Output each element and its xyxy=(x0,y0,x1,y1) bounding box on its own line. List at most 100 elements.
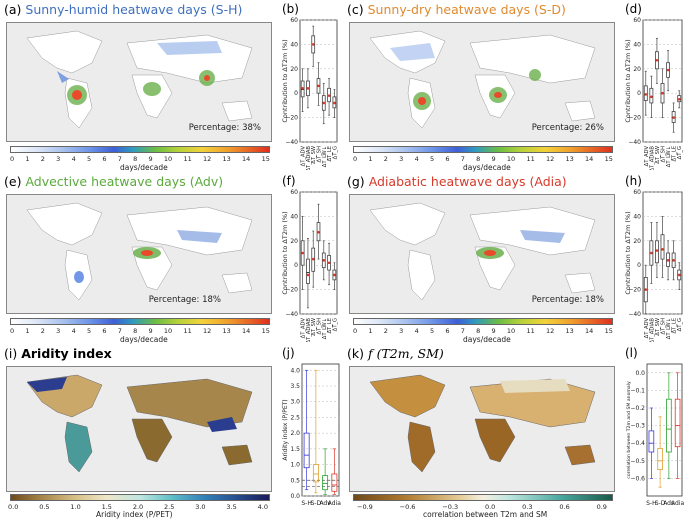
y-tick-label: −0.3 xyxy=(630,423,645,430)
y-tick-label: 60 xyxy=(633,17,641,24)
y-tick-label: 0.5 xyxy=(290,477,300,484)
map-sunny-humid: Percentage: 38% xyxy=(6,22,272,142)
y-tick-label: 40 xyxy=(633,213,641,220)
panel-label: (l) xyxy=(625,346,638,360)
panel-e-title: (e) Advective heatwave days (Adv) xyxy=(4,174,223,189)
x-tick-label: ΔT_LW↓ xyxy=(322,318,328,339)
colorbar-ticks: 0 1 2 3 4 5 6 7 8 9 10 11 12 13 14 15 xyxy=(10,327,270,335)
map-correlation xyxy=(349,366,615,492)
panel-k-title: (k) f (T2m, SM) xyxy=(347,346,444,361)
mean-marker xyxy=(677,273,681,277)
x-tick-label: ΔT_SW xyxy=(655,146,661,164)
y-tick-label: 0 xyxy=(294,90,298,97)
x-tick-label: ΔT_G xyxy=(677,146,683,159)
panel-label: (j) xyxy=(282,346,295,360)
mean-marker xyxy=(322,259,326,262)
x-tick-label: ΔT_ADV xyxy=(301,146,307,167)
y-tick-label: 40 xyxy=(290,41,298,48)
panel-title-text: f (T2m, SM) xyxy=(367,346,444,361)
y-tick-label: 40 xyxy=(633,41,641,48)
colorbar-label: days/decade xyxy=(120,163,168,172)
box xyxy=(322,475,329,491)
y-axis-label: Aridity index (P/PET) xyxy=(282,399,289,460)
panel-i: (i) Aridity index 0.0 0.5 1.0 1.5 2.0 2.5 3.0 3… xyxy=(0,344,278,519)
box xyxy=(660,234,665,260)
map-adiabatic: Percentage: 18% xyxy=(349,194,615,314)
y-axis-label: Contribution to ΔT2m (%) xyxy=(281,211,289,294)
y-tick-label: −20 xyxy=(285,115,298,122)
x-tick-label: ΔT_SH xyxy=(661,146,667,163)
world-map xyxy=(26,202,253,301)
mean-marker xyxy=(655,249,659,252)
mean-marker xyxy=(327,261,331,265)
panel-g-title: (g) Adiabatic heatwave days (Adia) xyxy=(347,174,567,189)
mean-marker xyxy=(333,273,336,277)
mean-marker xyxy=(672,259,675,262)
panel-c: (c) Sunny-dry heatwave days (S-D) Percen… xyxy=(343,0,621,172)
y-tick-label: 20 xyxy=(290,238,298,245)
y-tick-label: 3.0 xyxy=(290,399,300,406)
y-tick-label: −20 xyxy=(628,287,641,294)
box xyxy=(648,430,655,453)
y-tick-label: 1.0 xyxy=(290,462,300,469)
x-tick-label: Adv xyxy=(319,500,331,507)
panel-label: (b) xyxy=(282,2,299,16)
y-tick-label: −0.6 xyxy=(630,475,645,482)
percentage-text: Percentage: 18% xyxy=(148,295,221,305)
x-tick-label: ΔT_LW↓ xyxy=(322,146,328,167)
x-tick-label: ΔT_ADV xyxy=(644,146,650,167)
mean-marker xyxy=(311,43,315,46)
panel-label: (k) xyxy=(347,346,364,361)
mean-marker xyxy=(301,87,304,90)
world-map xyxy=(26,374,253,473)
y-tick-label: 20 xyxy=(290,66,298,73)
panel-g: (g) Adiabatic heatwave days (Adia) Perce… xyxy=(343,172,621,344)
colorbar-correlation xyxy=(353,494,613,501)
colorbar-ticks: 0 1 2 3 4 5 6 7 8 9 10 11 12 13 14 15 xyxy=(353,327,613,335)
plot-frame xyxy=(646,363,683,497)
y-tick-label: −40 xyxy=(285,139,298,146)
y-tick-label: 20 xyxy=(633,66,641,73)
boxplot-j: 0.0 0.5 1.0 1.5 2.0 2.5 3.0 3.5 4.0 Aridity index… xyxy=(282,363,341,507)
panel-c-title: (c) Sunny-dry heatwave days (S-D) xyxy=(347,2,566,17)
y-tick-label: 40 xyxy=(290,213,298,220)
mean-marker xyxy=(644,288,648,291)
x-tick-label: Adia xyxy=(671,500,684,507)
x-tick-label: ΔT_SW xyxy=(655,318,661,336)
panel-k: (k) f (T2m, SM) −0.9 −0.6 −0.3 0.0 0.3 0.6 0.9… xyxy=(343,344,621,519)
mean-marker xyxy=(650,251,653,255)
y-tick-label: −40 xyxy=(628,139,641,146)
y-tick-label: −40 xyxy=(285,311,298,318)
mean-marker xyxy=(322,101,326,105)
x-tick-label: ΔT_ADIAB xyxy=(649,146,655,170)
y-axis-label: correlation between T2m and SM anomaly xyxy=(626,381,632,479)
mean-marker xyxy=(666,259,670,262)
colorbar-days xyxy=(10,146,270,153)
mean-marker xyxy=(317,84,320,88)
x-tick-label: ΔT_ADIAB xyxy=(649,318,655,342)
x-tick-label: ΔT_G xyxy=(677,318,683,331)
mean-marker xyxy=(677,98,681,101)
colorbar-days xyxy=(10,318,270,325)
y-tick-label: 20 xyxy=(633,238,641,245)
x-tick-label: ΔT_LE xyxy=(672,318,678,333)
panel-h: (h) −40 −20 0 20 40 60 Contribution to ΔT2m (%… xyxy=(623,172,685,342)
y-axis-label: Contribution to ΔT2m (%) xyxy=(624,211,632,294)
y-tick-label: −40 xyxy=(628,311,641,318)
colorbar-ticks: 0 1 2 3 4 5 6 7 8 9 10 11 12 13 14 15 xyxy=(353,155,613,163)
y-axis-label: Contribution to ΔT2m (%) xyxy=(624,39,632,122)
panel-l: (l) −0.6 −0.5 −0.4 −0.3 −0.2 −0.1 0.0 correlati… xyxy=(623,344,685,518)
box xyxy=(306,258,310,284)
panel-e: (e) Advective heatwave days (Adv) Percen… xyxy=(0,172,278,344)
x-tick-label: S-D xyxy=(311,500,322,507)
x-tick-label: ΔT_ADIAB xyxy=(306,318,312,342)
mean-marker xyxy=(333,101,336,105)
x-tick-label: ΔT_ADV xyxy=(644,318,650,339)
y-tick-label: 2.0 xyxy=(290,430,300,437)
mean-marker xyxy=(317,230,320,234)
plot-frame xyxy=(301,363,340,497)
y-tick-label: 4.0 xyxy=(290,367,300,374)
y-tick-label: 0.0 xyxy=(635,370,645,377)
colorbar-days xyxy=(353,146,613,153)
panel-label: (f) xyxy=(282,174,296,188)
